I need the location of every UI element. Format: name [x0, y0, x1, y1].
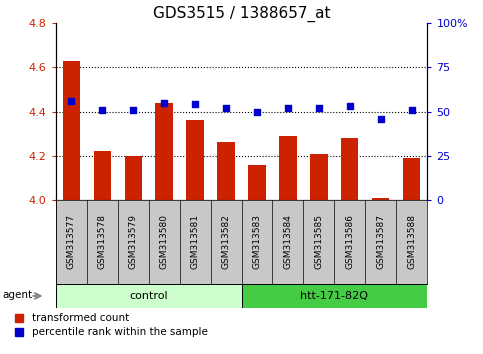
Bar — [280, 136, 297, 200]
Point — [315, 105, 323, 111]
Bar — [403, 158, 421, 200]
Text: GSM313585: GSM313585 — [314, 215, 324, 269]
Bar — [372, 198, 389, 200]
Text: htt-171-82Q: htt-171-82Q — [300, 291, 369, 301]
Text: GSM313583: GSM313583 — [253, 215, 261, 269]
Text: control: control — [129, 291, 168, 301]
Bar — [125, 156, 142, 200]
Text: GSM313578: GSM313578 — [98, 215, 107, 269]
Legend: transformed count, percentile rank within the sample: transformed count, percentile rank withi… — [15, 313, 207, 337]
Point — [377, 116, 385, 121]
Point — [253, 109, 261, 114]
Point — [98, 107, 106, 113]
Bar — [311, 154, 327, 200]
Point — [160, 100, 168, 105]
Text: GSM313577: GSM313577 — [67, 215, 75, 269]
Title: GDS3515 / 1388657_at: GDS3515 / 1388657_at — [153, 5, 330, 22]
Bar — [217, 143, 235, 200]
Point — [346, 103, 354, 109]
Point — [191, 102, 199, 107]
Bar — [56, 284, 242, 308]
Point — [284, 105, 292, 111]
Text: GSM313582: GSM313582 — [222, 215, 230, 269]
Point — [408, 107, 416, 113]
Text: agent: agent — [3, 290, 33, 300]
Point — [67, 98, 75, 104]
Bar — [62, 61, 80, 200]
Text: GSM313579: GSM313579 — [128, 215, 138, 269]
Point — [222, 105, 230, 111]
Bar — [186, 120, 203, 200]
Text: GSM313581: GSM313581 — [190, 215, 199, 269]
Text: GSM313588: GSM313588 — [408, 215, 416, 269]
Point — [129, 107, 137, 113]
Text: GSM313587: GSM313587 — [376, 215, 385, 269]
Bar — [248, 165, 266, 200]
Bar — [156, 103, 172, 200]
Bar — [341, 138, 358, 200]
Text: GSM313580: GSM313580 — [159, 215, 169, 269]
Bar — [242, 284, 427, 308]
Text: GSM313586: GSM313586 — [345, 215, 355, 269]
Text: GSM313584: GSM313584 — [284, 215, 293, 269]
Bar — [94, 152, 111, 200]
